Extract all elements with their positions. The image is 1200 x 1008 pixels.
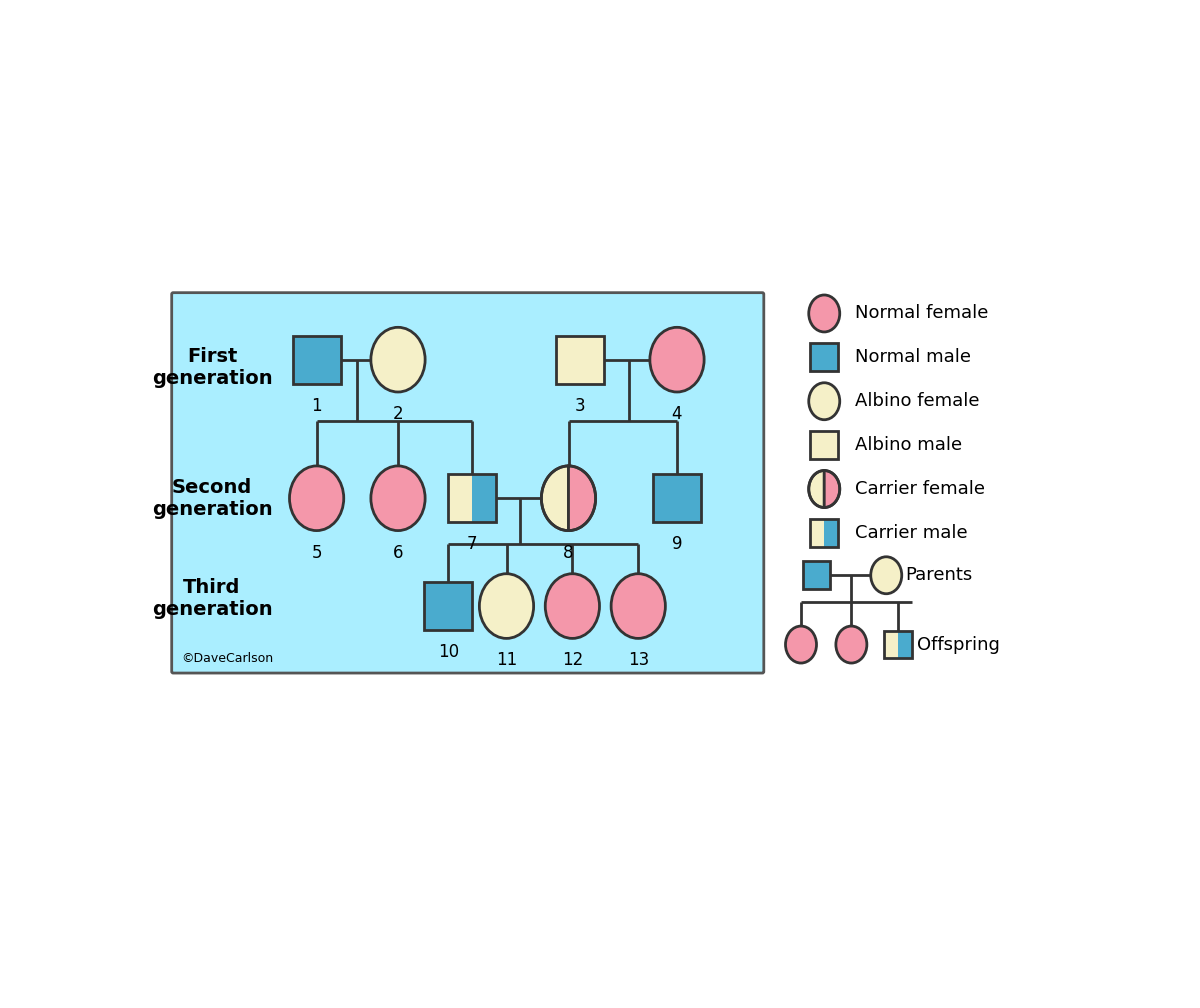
- Text: Carrier female: Carrier female: [856, 480, 985, 498]
- Text: 7: 7: [467, 535, 476, 553]
- Text: ©DaveCarlson: ©DaveCarlson: [181, 652, 274, 665]
- Text: Normal female: Normal female: [856, 304, 989, 323]
- Bar: [824, 519, 839, 546]
- Text: 10: 10: [438, 643, 458, 661]
- Bar: [425, 583, 473, 630]
- Bar: [810, 431, 839, 459]
- Text: Carrier male: Carrier male: [856, 524, 968, 542]
- Bar: [448, 475, 472, 522]
- Text: 3: 3: [575, 396, 586, 414]
- Text: 2: 2: [392, 405, 403, 423]
- Text: Offspring: Offspring: [917, 636, 1000, 653]
- Bar: [293, 336, 341, 383]
- Text: 4: 4: [672, 405, 683, 423]
- FancyBboxPatch shape: [172, 292, 764, 673]
- Text: Second
generation: Second generation: [151, 478, 272, 519]
- Bar: [556, 336, 604, 383]
- Ellipse shape: [836, 626, 866, 663]
- Ellipse shape: [809, 383, 840, 419]
- Ellipse shape: [371, 328, 425, 392]
- Text: First
generation: First generation: [151, 347, 272, 388]
- Ellipse shape: [545, 574, 600, 638]
- Text: Albino male: Albino male: [856, 436, 962, 455]
- Ellipse shape: [479, 574, 534, 638]
- Text: 8: 8: [563, 543, 574, 561]
- Bar: [810, 519, 824, 546]
- Bar: [653, 475, 701, 522]
- Bar: [884, 631, 912, 658]
- Text: Third
generation: Third generation: [151, 578, 272, 619]
- Bar: [472, 475, 496, 522]
- Bar: [448, 475, 496, 522]
- Ellipse shape: [809, 295, 840, 332]
- Bar: [803, 561, 830, 589]
- Ellipse shape: [371, 466, 425, 530]
- Text: Parents: Parents: [906, 566, 973, 585]
- Polygon shape: [569, 466, 595, 530]
- Bar: [810, 344, 839, 371]
- Text: 11: 11: [496, 651, 517, 669]
- Bar: [810, 519, 839, 546]
- Text: Normal male: Normal male: [856, 349, 971, 366]
- Polygon shape: [809, 471, 824, 507]
- Bar: [898, 631, 912, 658]
- Text: 12: 12: [562, 651, 583, 669]
- Bar: [884, 631, 898, 658]
- Ellipse shape: [871, 556, 901, 594]
- Polygon shape: [541, 466, 569, 530]
- Ellipse shape: [611, 574, 665, 638]
- Polygon shape: [824, 471, 840, 507]
- Ellipse shape: [289, 466, 343, 530]
- Text: 9: 9: [672, 535, 683, 553]
- Text: 5: 5: [311, 543, 322, 561]
- Text: Albino female: Albino female: [856, 392, 979, 410]
- Text: 13: 13: [628, 651, 649, 669]
- Ellipse shape: [786, 626, 816, 663]
- Ellipse shape: [650, 328, 704, 392]
- Text: 1: 1: [311, 396, 322, 414]
- Text: 6: 6: [392, 543, 403, 561]
